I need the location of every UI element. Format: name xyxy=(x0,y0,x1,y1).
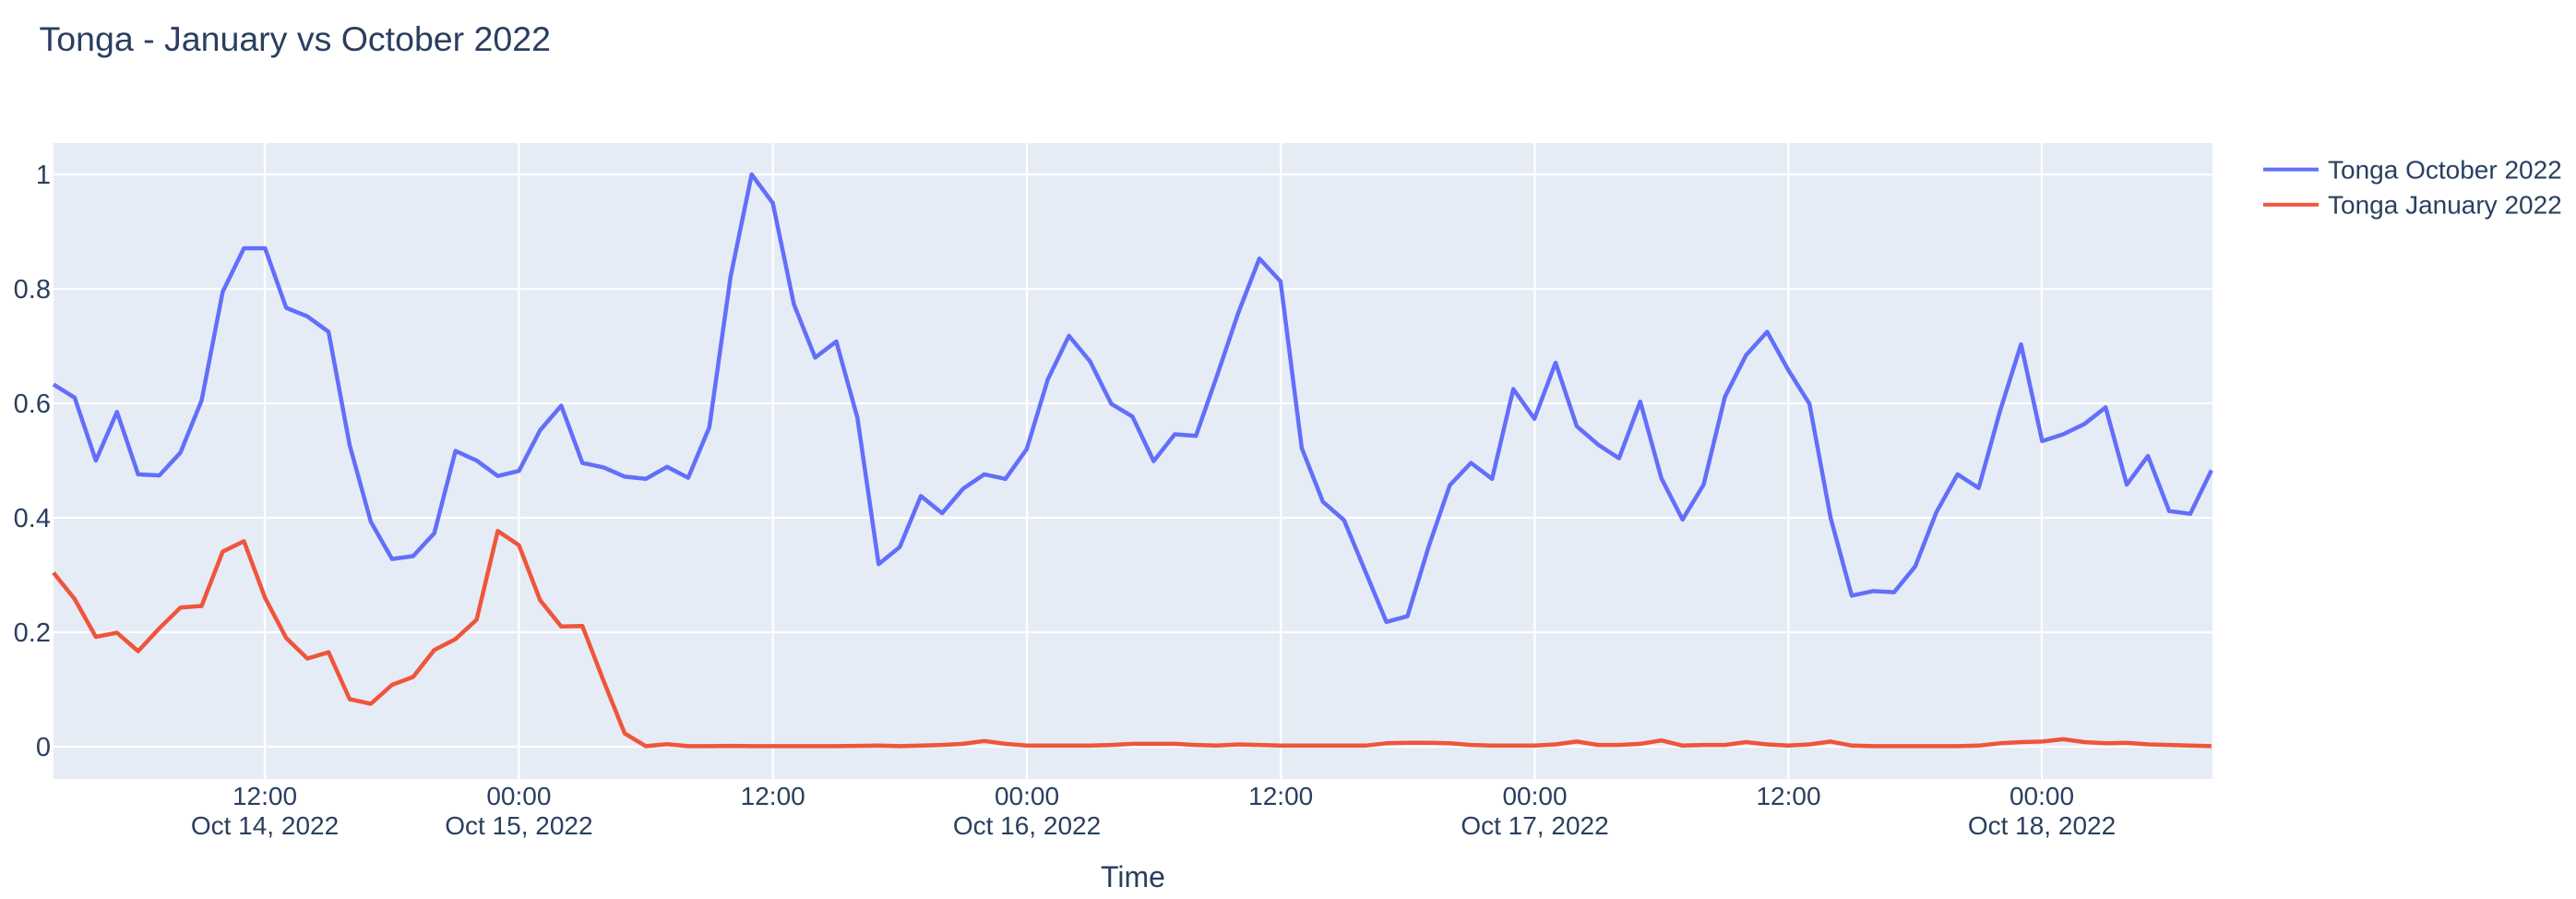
svg-text:0.8: 0.8 xyxy=(14,275,51,305)
svg-text:12:00: 12:00 xyxy=(1756,782,1820,810)
svg-text:Oct 14, 2022: Oct 14, 2022 xyxy=(191,811,339,840)
svg-text:12:00: 12:00 xyxy=(233,782,297,810)
svg-text:1: 1 xyxy=(36,161,51,190)
svg-text:12:00: 12:00 xyxy=(741,782,805,810)
svg-text:Tonga October 2022: Tonga October 2022 xyxy=(2328,156,2562,185)
svg-text:00:00: 00:00 xyxy=(2010,782,2074,810)
svg-text:0: 0 xyxy=(36,733,51,762)
svg-text:Oct 16, 2022: Oct 16, 2022 xyxy=(953,811,1101,840)
svg-text:0.2: 0.2 xyxy=(14,618,51,648)
svg-text:00:00: 00:00 xyxy=(1502,782,1567,810)
svg-text:Oct 17, 2022: Oct 17, 2022 xyxy=(1461,811,1608,840)
svg-text:0.4: 0.4 xyxy=(14,504,51,533)
svg-text:00:00: 00:00 xyxy=(486,782,551,810)
svg-text:00:00: 00:00 xyxy=(995,782,1059,810)
svg-text:Oct 15, 2022: Oct 15, 2022 xyxy=(445,811,592,840)
svg-text:Tonga - January vs October 202: Tonga - January vs October 2022 xyxy=(40,19,551,58)
svg-text:Time: Time xyxy=(1101,860,1165,893)
svg-text:Oct 18, 2022: Oct 18, 2022 xyxy=(1968,811,2116,840)
svg-text:Tonga January 2022: Tonga January 2022 xyxy=(2328,191,2562,220)
svg-text:0.6: 0.6 xyxy=(14,390,51,419)
svg-text:12:00: 12:00 xyxy=(1248,782,1313,810)
